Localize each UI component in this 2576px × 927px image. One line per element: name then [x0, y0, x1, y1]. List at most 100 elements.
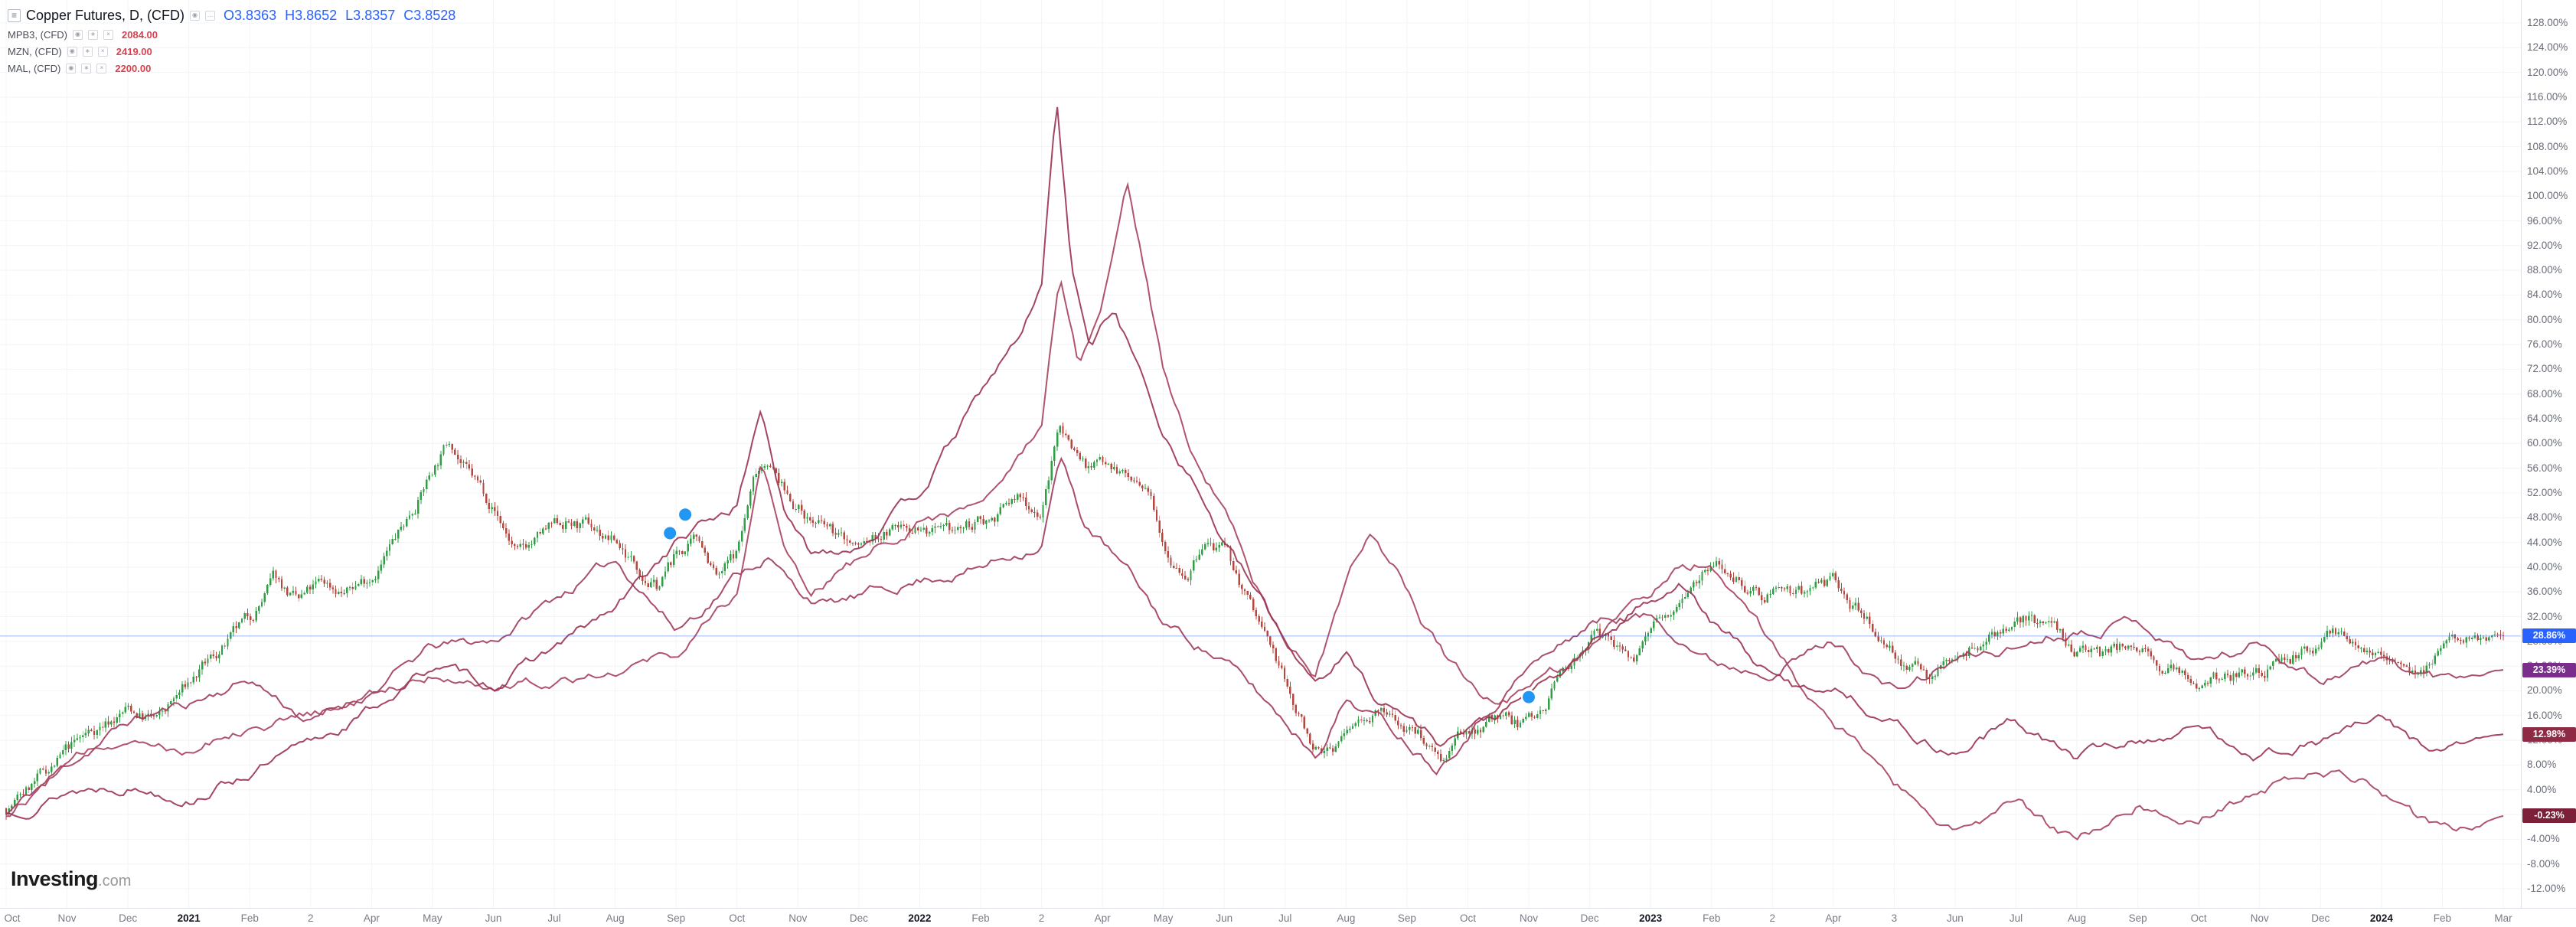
candle-bodies-up [8, 426, 2496, 814]
eye-icon[interactable]: ◉ [66, 63, 77, 73]
close-icon[interactable]: × [103, 29, 113, 40]
time-axis-month-label: Aug [2068, 912, 2087, 924]
price-axis-label: 68.00% [2527, 387, 2562, 400]
investing-logo: Investing.com [11, 867, 131, 891]
close-icon[interactable]: × [97, 46, 108, 57]
price-axis-label: 112.00% [2527, 116, 2568, 128]
time-axis-month-label: Sep [2128, 912, 2147, 924]
time-axis-month-label: Nov [57, 912, 77, 924]
price-axis-label: 32.00% [2527, 610, 2562, 622]
event-marker[interactable] [662, 525, 678, 541]
time-axis-month-label: Sep [667, 912, 686, 924]
price-axis[interactable]: 128.00% 124.00% 120.00% 116.00% 112.00% 108.0… [2521, 0, 2576, 908]
time-axis-month-label: May [423, 912, 442, 924]
price-axis-label: 84.00% [2527, 289, 2562, 301]
time-axis-month-label: 2 [1038, 912, 1045, 924]
more-icon[interactable]: … [205, 10, 216, 21]
time-axis-month-label: Nov [2250, 912, 2269, 924]
time-axis-month-label: Oct [4, 912, 21, 924]
grid-lines [0, 0, 2521, 908]
time-axis-month-label: Aug [606, 912, 625, 924]
compare-row-2[interactable]: MAL, (CFD) ◉ ∗ × 2200.00 [8, 60, 455, 77]
time-axis-year-label: 2023 [1639, 912, 1663, 924]
event-marker[interactable] [1521, 689, 1536, 705]
price-tag-mal: 12.98% [2522, 726, 2576, 742]
price-axis-label: 64.00% [2527, 413, 2562, 425]
compare-line-mzn [6, 181, 2504, 841]
price-axis-label: 116.00% [2527, 90, 2568, 103]
price-axis-label: 60.00% [2527, 437, 2562, 449]
compare-row-0[interactable]: MPB3, (CFD) ◉ ∗ × 2084.00 [8, 26, 455, 43]
time-axis-month-label: Mar [2494, 912, 2512, 924]
settings-icon[interactable]: ∗ [81, 63, 92, 73]
compare-last-value: 2084.00 [122, 28, 158, 41]
price-tag-current: 28.86% [2522, 628, 2576, 644]
compare-symbol-name[interactable]: MZN, (CFD) [8, 45, 62, 57]
logo-brand: Investing [11, 867, 99, 890]
symbol-title[interactable]: Copper Futures, D, (CFD) [26, 7, 185, 23]
event-marker[interactable] [677, 507, 694, 523]
time-axis-year-label: 2024 [2369, 912, 2393, 924]
price-axis-label: -12.00% [2527, 883, 2566, 894]
time-axis-month-label: Oct [729, 912, 746, 924]
candle-bodies-down [5, 426, 2505, 814]
logo-suffix: .com [98, 873, 132, 889]
time-axis-month-label: Feb [2433, 912, 2452, 924]
ohlc-low: L3.8357 [345, 7, 396, 23]
price-axis-label: 96.00% [2527, 214, 2562, 227]
time-axis-month-label: Jul [547, 912, 561, 924]
price-tag-mzn: -0.23% [2522, 808, 2576, 824]
price-axis-label: -8.00% [2527, 857, 2560, 870]
time-axis-month-label: May [1153, 912, 1174, 924]
settings-icon[interactable]: ∗ [82, 46, 93, 57]
compare-rows: MPB3, (CFD) ◉ ∗ × 2084.00 MZN, (CFD) ◉ ∗ × 2419.0… [8, 26, 455, 77]
ohlc-high: H3.8652 [285, 7, 338, 23]
time-axis-month-label: Jul [2009, 912, 2023, 924]
time-axis[interactable]: Oct Nov Dec 2021 Feb 2 Apr May Jun Jul Aug Sep Oct No… [0, 908, 2576, 927]
price-axis-label: 108.00% [2527, 140, 2568, 152]
time-axis-year-label: 2022 [908, 912, 932, 924]
time-axis-month-label: Apr [1094, 912, 1111, 924]
time-axis-month-label: Jun [1947, 912, 1964, 924]
price-tag-mpb3: 23.39% [2522, 662, 2576, 677]
price-chart-canvas[interactable] [0, 0, 2521, 908]
time-axis-month-label: Apr [363, 912, 380, 924]
time-axis-month-label: Feb [1703, 912, 1721, 924]
price-axis-label: 44.00% [2527, 536, 2562, 548]
time-axis-month-label: Jun [1216, 912, 1233, 924]
chart-menu-icon[interactable]: ≡ [8, 8, 21, 22]
price-axis-label: 4.00% [2527, 783, 2557, 795]
price-axis-label: 92.00% [2527, 239, 2562, 251]
time-axis-month-label: Dec [849, 912, 868, 924]
time-axis-month-label: Oct [1459, 912, 1476, 924]
compare-last-value: 2200.00 [115, 62, 152, 74]
time-axis-year-label: 2021 [177, 912, 201, 924]
time-axis-month-label: 3 [1891, 912, 1898, 924]
compare-symbol-name[interactable]: MPB3, (CFD) [8, 28, 67, 41]
compare-last-value: 2419.00 [116, 45, 152, 57]
eye-icon[interactable]: ◉ [67, 46, 77, 57]
time-axis-month-label: Apr [1825, 912, 1842, 924]
price-axis-label: 124.00% [2527, 41, 2568, 54]
time-axis-month-label: Feb [971, 912, 990, 924]
time-axis-month-label: Nov [788, 912, 808, 924]
eye-icon[interactable]: ◉ [190, 10, 201, 21]
price-axis-label: 16.00% [2527, 709, 2562, 721]
chart-plot-area[interactable]: ≡ Copper Futures, D, (CFD) ◉ … O3.8363 H… [0, 0, 2521, 908]
close-icon[interactable]: × [96, 63, 107, 73]
settings-icon[interactable]: ∗ [88, 29, 98, 40]
price-axis-label: 36.00% [2527, 586, 2562, 598]
price-axis-label: 88.00% [2527, 264, 2562, 276]
compare-symbol-name[interactable]: MAL, (CFD) [8, 62, 61, 74]
price-axis-label: -4.00% [2527, 833, 2560, 845]
time-axis-month-label: Jul [1278, 912, 1292, 924]
price-axis-label: 40.00% [2527, 560, 2562, 573]
price-axis-label: 128.00% [2527, 17, 2568, 28]
price-axis-label: 80.00% [2527, 313, 2562, 325]
ohlc-open: O3.8363 [224, 7, 277, 23]
main-series-row[interactable]: ≡ Copper Futures, D, (CFD) ◉ … O3.8363 H… [8, 5, 455, 26]
eye-icon[interactable]: ◉ [73, 29, 83, 40]
compare-row-1[interactable]: MZN, (CFD) ◉ ∗ × 2419.00 [8, 43, 455, 60]
time-axis-month-label: 2 [308, 912, 314, 924]
